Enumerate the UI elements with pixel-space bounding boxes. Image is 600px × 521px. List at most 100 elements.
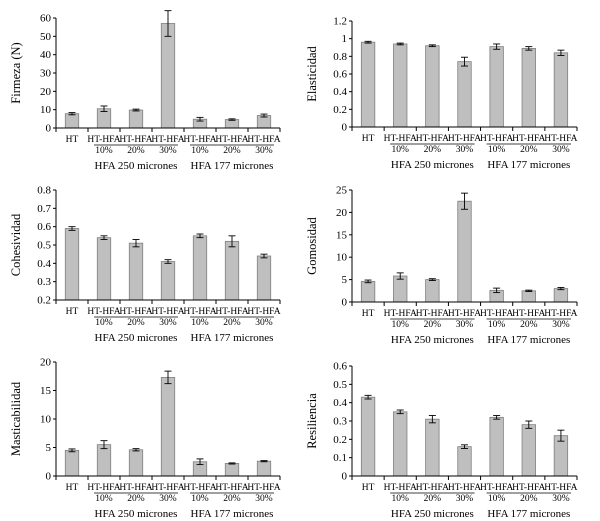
x-tick-label: HT-HFA 20%: [119, 307, 152, 328]
bar: [256, 460, 272, 477]
y-tick-label: 10: [40, 414, 52, 426]
y-tick-label: 0.8: [37, 185, 51, 197]
group-label: HFA 177 micrones: [191, 508, 274, 520]
y-tick-label: 0.1: [333, 452, 347, 464]
x-tick-label: HT-HFA 20%: [512, 134, 545, 155]
y-tick-label: 25: [336, 185, 348, 197]
y-tick-label: 20: [40, 86, 52, 98]
bar: [224, 463, 240, 477]
x-tick-label: HT-HFA 30%: [544, 309, 577, 330]
x-tick-label: HT: [66, 483, 79, 493]
y-tick-label: 1.2: [333, 16, 347, 28]
y-tick-label: 0: [342, 297, 348, 309]
bar: [425, 279, 440, 303]
y-tick-label: 0.6: [37, 221, 51, 233]
y-tick-label: 10: [40, 104, 52, 116]
x-tick-label: HT-HFA 10%: [183, 307, 216, 328]
y-tick-label: 0: [342, 122, 348, 134]
bar: [521, 424, 536, 477]
bar: [128, 449, 144, 477]
y-tick-label: 60: [40, 13, 52, 25]
x-tick-label: HT-HFA 10%: [183, 483, 216, 504]
x-tick-label: HT-HFA 20%: [416, 134, 449, 155]
x-tick-label: HT-HFA 30%: [448, 134, 481, 155]
y-tick-label: 0: [342, 471, 348, 483]
bar: [489, 46, 504, 128]
bar: [521, 290, 536, 303]
x-tick-label: HT-HFA 20%: [119, 483, 152, 504]
group-label: HFA 250 micrones: [95, 160, 178, 172]
y-tick-label: 0.3: [37, 276, 51, 288]
bar: [553, 52, 569, 128]
bar: [64, 228, 80, 301]
bar: [393, 43, 408, 128]
x-tick-label: HT-HFA 20%: [512, 483, 545, 504]
x-tick-label: HT: [66, 135, 79, 145]
y-tick-label: 20: [336, 207, 348, 219]
bar: [96, 237, 112, 301]
group-label: HFA 177 micrones: [191, 332, 274, 344]
bar: [360, 41, 376, 128]
x-tick-label: HT-HFA 10%: [480, 134, 513, 155]
y-tick-label: 1: [342, 33, 348, 45]
y-tick-label: 0: [46, 123, 52, 135]
y-tick-label: 40: [40, 49, 52, 61]
y-axis-label: Elasticidad: [305, 45, 319, 101]
bar: [160, 23, 176, 129]
y-tick-label: 0.4: [333, 397, 347, 409]
bar: [224, 240, 240, 301]
x-tick-label: HT-HFA 30%: [448, 483, 481, 504]
y-tick-label: 15: [336, 229, 348, 241]
x-tick-label: HT-HFA 10%: [87, 135, 120, 156]
x-tick-label: HT-HFA 20%: [119, 135, 152, 156]
bar: [128, 242, 144, 301]
y-tick-label: 0.4: [37, 258, 51, 270]
y-tick-label: 10: [336, 252, 348, 264]
bar: [96, 444, 112, 477]
chart-panel-3: 0.2 0.3 0.4 0.5 0.6 0.7 0.8 Cohesividad HT HT-HFA…: [9, 185, 281, 345]
y-tick-label: 0.8: [333, 51, 347, 63]
group-label: HFA 250 micrones: [391, 508, 474, 520]
x-tick-label: HT: [66, 307, 79, 317]
x-tick-label: HT-HFA 10%: [480, 483, 513, 504]
y-tick-label: 0.2: [333, 104, 347, 116]
y-tick-label: 5: [46, 442, 52, 454]
x-tick-label: HT-HFA 10%: [87, 483, 120, 504]
x-tick-label: HT-HFA 20%: [215, 307, 248, 328]
y-tick-label: 0.2: [333, 434, 347, 446]
x-tick-label: HT-HFA 10%: [480, 309, 513, 330]
x-tick-label: HT: [362, 483, 375, 493]
x-tick-label: HT: [362, 309, 375, 319]
group-label: HFA 250 micrones: [95, 508, 178, 520]
y-tick-label: 0.6: [333, 361, 347, 373]
bar: [64, 113, 80, 129]
x-tick-label: HT-HFA 10%: [87, 307, 120, 328]
bar: [457, 61, 472, 128]
y-tick-label: 0.6: [333, 69, 347, 81]
x-tick-label: HT-HFA 10%: [384, 309, 417, 330]
x-tick-label: HT-HFA 30%: [247, 483, 280, 504]
bar: [425, 418, 440, 477]
x-tick-label: HT-HFA 30%: [247, 135, 280, 156]
group-label: HFA 250 micrones: [391, 334, 474, 346]
y-tick-label: 0: [46, 471, 52, 483]
x-tick-label: HT-HFA 30%: [544, 483, 577, 504]
y-tick-label: 5: [342, 274, 348, 286]
x-tick-label: HT-HFA 30%: [544, 134, 577, 155]
y-axis-label: Resiliencia: [305, 393, 319, 449]
y-tick-label: 15: [40, 385, 52, 397]
bar: [457, 200, 472, 303]
bar: [489, 416, 504, 477]
x-tick-label: HT-HFA 20%: [215, 483, 248, 504]
bar: [553, 288, 569, 303]
x-tick-label: HT: [362, 134, 375, 144]
bar: [160, 376, 176, 477]
y-tick-label: 20: [40, 357, 52, 369]
y-axis-label: Firmeza (N): [9, 42, 23, 103]
y-tick-label: 0.4: [333, 86, 347, 98]
